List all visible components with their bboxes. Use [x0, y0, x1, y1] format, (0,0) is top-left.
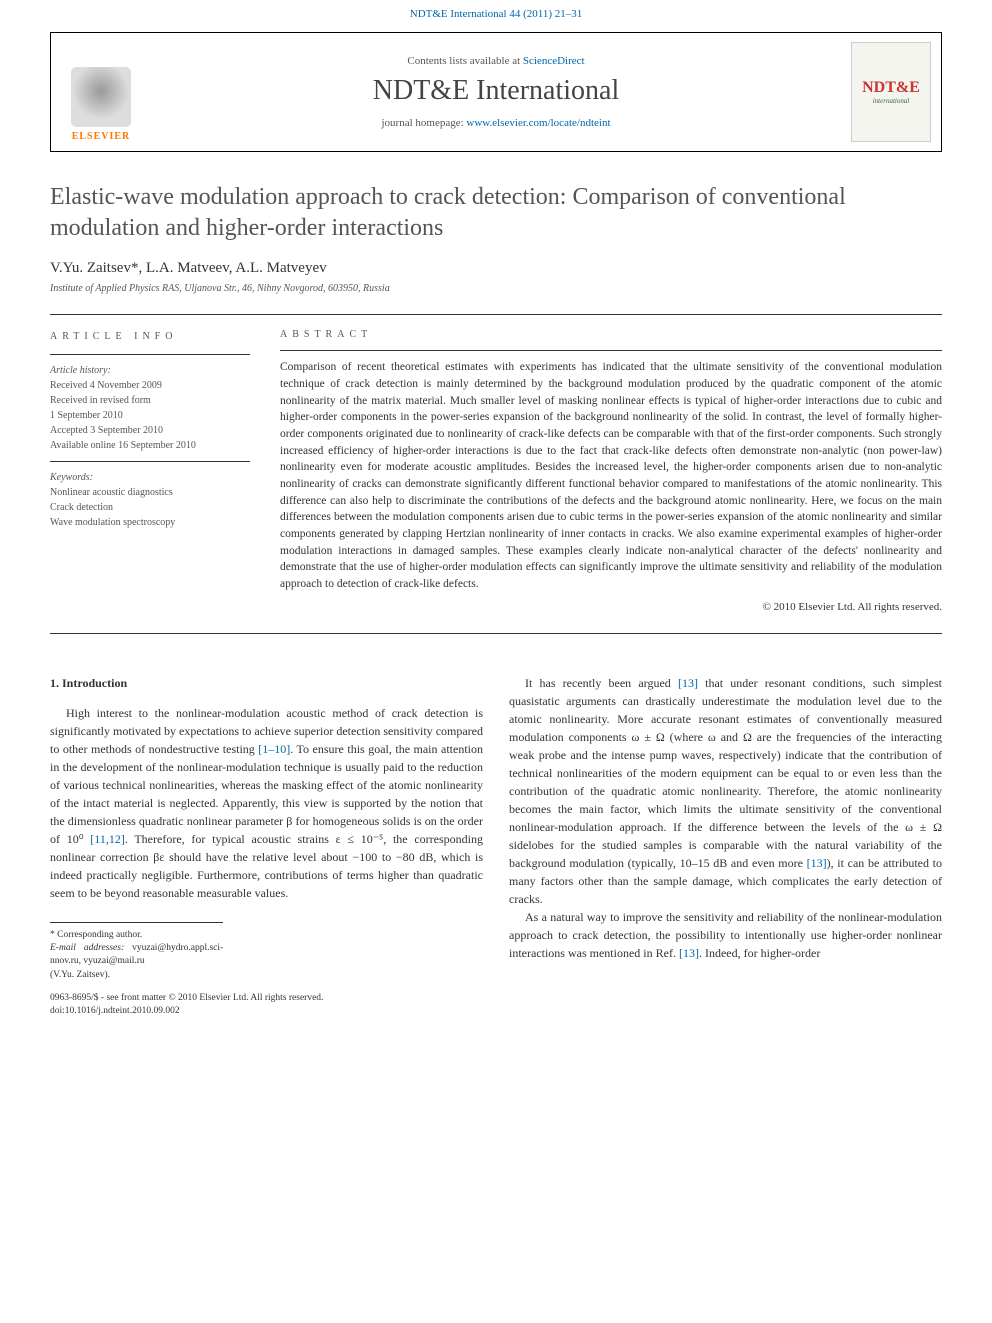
keyword-2: Crack detection: [50, 500, 250, 515]
ref-13-c[interactable]: [13]: [679, 946, 699, 960]
journal-cover-thumbnail: NDT&E international: [851, 42, 931, 142]
sciencedirect-link[interactable]: ScienceDirect: [523, 55, 585, 67]
cover-subtitle: international: [873, 97, 910, 105]
history-label: Article history:: [50, 363, 250, 378]
body-columns: 1. Introduction High interest to the non…: [50, 674, 942, 1019]
body-column-right: It has recently been argued [13] that un…: [509, 674, 942, 1019]
article-info-block: ARTICLE INFO Article history: Received 4…: [50, 329, 250, 612]
elsevier-logo: ELSEVIER: [61, 42, 141, 142]
article-info-heading: ARTICLE INFO: [50, 329, 250, 344]
history-revised-2: 1 September 2010: [50, 408, 250, 423]
section-1-heading: 1. Introduction: [50, 674, 483, 692]
p2-text-a: It has recently been argued: [525, 676, 678, 690]
ref-13-b[interactable]: [13]: [807, 856, 827, 870]
info-divider-1: [50, 354, 250, 355]
header-center: Contents lists available at ScienceDirec…: [141, 55, 851, 129]
email-2[interactable]: vyuzai@mail.ru: [83, 956, 144, 966]
email-author-name: (V.Yu. Zaitsev).: [50, 969, 223, 982]
keywords-label: Keywords:: [50, 470, 250, 485]
corresponding-author-block: * Corresponding author. E-mail addresses…: [50, 922, 223, 982]
abstract-block: ABSTRACT Comparison of recent theoretica…: [280, 329, 942, 612]
keywords-block: Keywords: Nonlinear acoustic diagnostics…: [50, 470, 250, 530]
abstract-divider: [280, 350, 942, 351]
intro-paragraph-3: As a natural way to improve the sensitiv…: [509, 908, 942, 962]
abstract-text: Comparison of recent theoretical estimat…: [280, 359, 942, 592]
article-title: Elastic-wave modulation approach to crac…: [50, 182, 942, 244]
keyword-1: Nonlinear acoustic diagnostics: [50, 485, 250, 500]
abstract-copyright: © 2010 Elsevier Ltd. All rights reserved…: [280, 601, 942, 613]
abstract-heading: ABSTRACT: [280, 329, 942, 340]
citation-header: NDT&E International 44 (2011) 21–31: [0, 0, 992, 32]
journal-name: NDT&E International: [141, 75, 851, 107]
p3-text-b: . Indeed, for higher-order: [699, 946, 820, 960]
ref-13-a[interactable]: [13]: [678, 676, 698, 690]
issn-doi-block: 0963-8695/$ - see front matter © 2010 El…: [50, 992, 483, 1019]
contents-line: Contents lists available at ScienceDirec…: [141, 55, 851, 67]
history-revised-1: Received in revised form: [50, 393, 250, 408]
citation-link[interactable]: NDT&E International 44 (2011) 21–31: [410, 8, 583, 20]
journal-header-box: ELSEVIER Contents lists available at Sci…: [50, 32, 942, 152]
homepage-line: journal homepage: www.elsevier.com/locat…: [141, 117, 851, 129]
article-body: Elastic-wave modulation approach to crac…: [0, 182, 992, 1019]
issn-line: 0963-8695/$ - see front matter © 2010 El…: [50, 992, 483, 1005]
intro-paragraph-2: It has recently been argued [13] that un…: [509, 674, 942, 908]
keyword-3: Wave modulation spectroscopy: [50, 515, 250, 530]
history-online: Available online 16 September 2010: [50, 438, 250, 453]
cover-title: NDT&E: [862, 79, 920, 97]
homepage-link[interactable]: www.elsevier.com/locate/ndteint: [466, 117, 610, 129]
intro-paragraph-1: High interest to the nonlinear-modulatio…: [50, 704, 483, 902]
info-abstract-row: ARTICLE INFO Article history: Received 4…: [50, 329, 942, 612]
history-received: Received 4 November 2009: [50, 378, 250, 393]
ref-11-12[interactable]: [11,12]: [90, 832, 125, 846]
divider-top: [50, 314, 942, 315]
history-accepted: Accepted 3 September 2010: [50, 423, 250, 438]
p2-text-b: that under resonant conditions, such sim…: [509, 676, 942, 870]
contents-prefix: Contents lists available at: [407, 55, 522, 67]
elsevier-label: ELSEVIER: [72, 131, 131, 142]
elsevier-tree-icon: [71, 67, 131, 127]
email-label: E-mail addresses:: [50, 943, 132, 953]
doi-line: doi:10.1016/j.ndteint.2010.09.002: [50, 1005, 483, 1018]
homepage-prefix: journal homepage:: [382, 117, 467, 129]
corresp-label: * Corresponding author.: [50, 929, 223, 942]
info-divider-2: [50, 461, 250, 462]
divider-bottom: [50, 633, 942, 634]
email-line: E-mail addresses: vyuzai@hydro.appl.sci-…: [50, 942, 223, 969]
ref-1-10[interactable]: [1–10]: [258, 742, 290, 756]
authors-line: V.Yu. Zaitsev*, L.A. Matveev, A.L. Matve…: [50, 260, 942, 277]
body-column-left: 1. Introduction High interest to the non…: [50, 674, 483, 1019]
affiliation: Institute of Applied Physics RAS, Uljano…: [50, 283, 942, 294]
p1-text-b: . To ensure this goal, the main attentio…: [50, 742, 483, 846]
